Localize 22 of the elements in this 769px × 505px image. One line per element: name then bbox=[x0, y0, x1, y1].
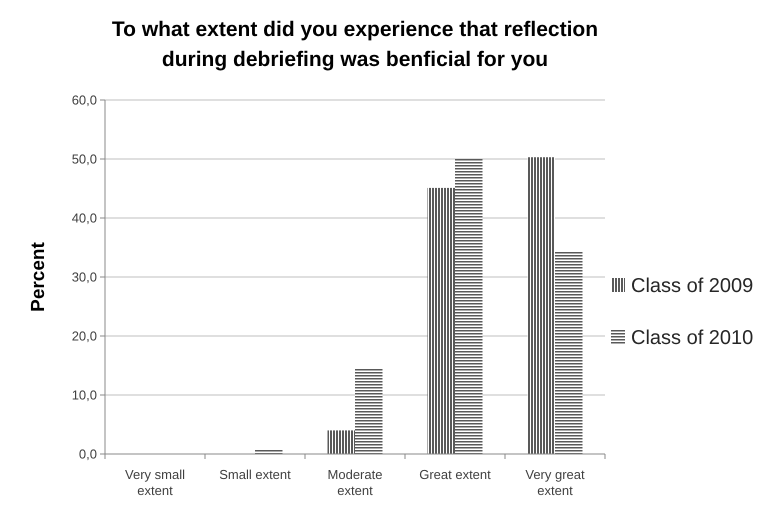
y-tick-label: 30,0 bbox=[72, 270, 97, 285]
x-tick-label: Very small extent bbox=[125, 467, 186, 498]
y-tick-label: 60,0 bbox=[72, 92, 97, 108]
bar bbox=[428, 188, 455, 454]
y-tick-label: 50,0 bbox=[72, 152, 97, 167]
y-tick-label: 20,0 bbox=[72, 328, 97, 344]
bar bbox=[528, 157, 555, 454]
y-tick-label: 0,0 bbox=[78, 446, 97, 462]
y-tick-label: 10,0 bbox=[72, 388, 97, 403]
bar bbox=[355, 368, 382, 454]
x-tick-label: Small extent bbox=[219, 467, 292, 482]
x-tick-label: Moderate extent bbox=[328, 467, 382, 498]
x-tick-label: Very great extent bbox=[525, 467, 586, 498]
chart-title: To what extent did you experience that reflection during debriefing was benficial for you bbox=[112, 18, 598, 71]
legend-label: Class of 2010 bbox=[631, 327, 754, 349]
bar bbox=[555, 251, 582, 454]
y-tick-label: 40,0 bbox=[72, 210, 97, 226]
bar bbox=[328, 430, 355, 454]
legend-label: Class of 2009 bbox=[631, 275, 754, 297]
y-axis-title: Percent bbox=[28, 241, 49, 312]
bar bbox=[455, 159, 482, 454]
x-tick-label: Great extent bbox=[419, 467, 492, 482]
